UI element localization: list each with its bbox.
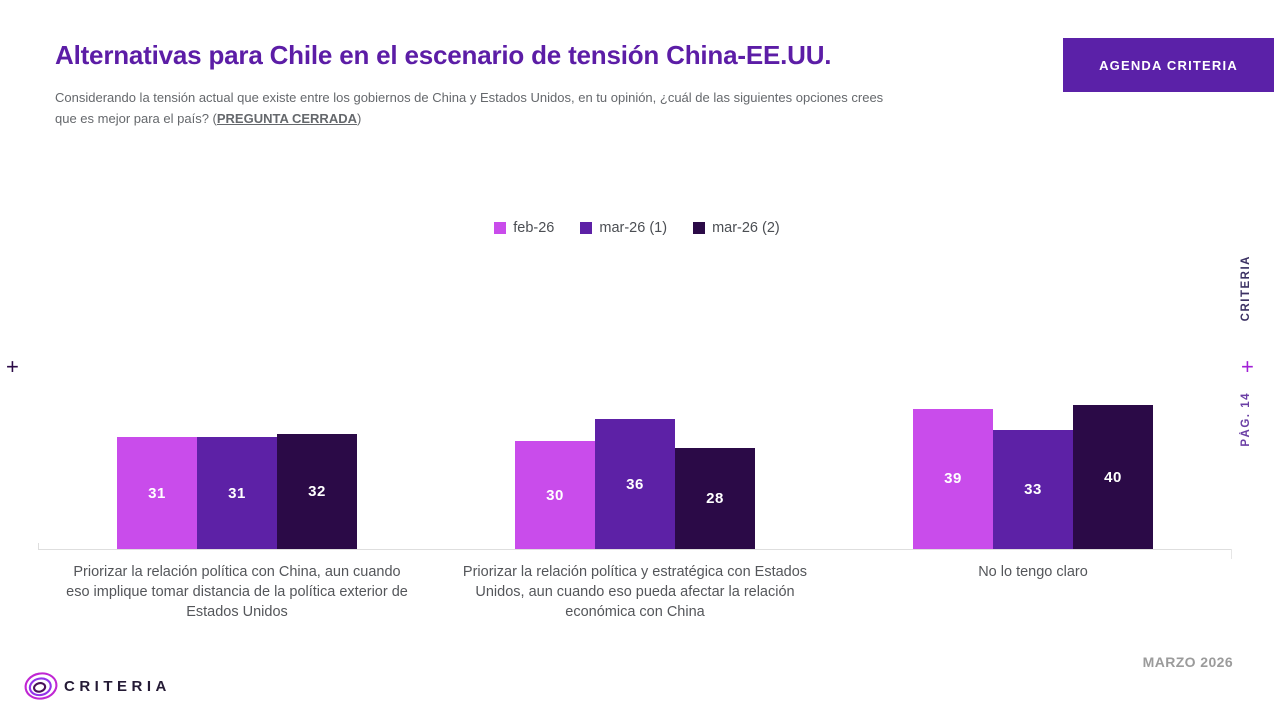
- footer-brand-label: CRITERIA: [64, 678, 171, 695]
- legend-swatch-icon: [693, 222, 706, 234]
- page-title: Alternativas para Chile en el escenario …: [55, 40, 832, 70]
- bar: 33: [993, 430, 1073, 549]
- legend-item: mar-26 (2): [693, 220, 780, 236]
- page-number-label: PÁG. 14: [1240, 392, 1252, 447]
- legend-label: mar-26 (2): [712, 220, 780, 236]
- bar-value-label: 30: [546, 486, 564, 504]
- chart-legend: feb-26 mar-26 (1) mar-26 (2): [0, 220, 1274, 236]
- legend-label: feb-26: [513, 220, 555, 236]
- legend-item: mar-26 (1): [580, 220, 667, 236]
- chart-baseline: [38, 549, 1232, 550]
- axis-tick-right: [1231, 549, 1232, 559]
- category-label: Priorizar la relación política y estraté…: [462, 564, 808, 620]
- bar-value-label: 36: [626, 475, 644, 493]
- category-label: Priorizar la relación política con China…: [66, 564, 408, 620]
- bar-value-label: 28: [706, 490, 724, 508]
- chart-groups: 31 31 32 30 36 28 39 33 40: [38, 388, 1232, 549]
- bar-group: 39 33 40: [834, 388, 1232, 549]
- subtitle-prefix: Considerando la tensión actual que exist…: [55, 90, 884, 126]
- bar-group: 30 36 28: [436, 388, 834, 549]
- bar: 40: [1073, 405, 1153, 549]
- plus-icon: +: [6, 354, 19, 379]
- bar: 32: [277, 433, 357, 549]
- category-label: No lo tengo claro: [978, 564, 1088, 580]
- subtitle-suffix: ): [357, 110, 362, 126]
- vertical-brand-label: CRITERIA: [1240, 255, 1252, 322]
- legend-item: feb-26: [494, 220, 554, 236]
- legend-swatch-icon: [580, 222, 593, 234]
- plus-icon: +: [1241, 354, 1254, 379]
- bar-value-label: 33: [1024, 481, 1042, 499]
- bar-value-label: 31: [148, 484, 166, 502]
- subtitle: Considerando la tensión actual que exist…: [55, 88, 900, 130]
- bar-group: 31 31 32: [38, 388, 436, 549]
- agenda-criteria-button[interactable]: AGENDA CRITERIA: [1063, 38, 1274, 92]
- bar: 39: [913, 408, 993, 549]
- report-date-label: MARZO 2026: [1142, 654, 1233, 670]
- subtitle-closed-question-label: PREGUNTA CERRADA: [216, 110, 357, 126]
- bar-value-label: 39: [944, 470, 962, 488]
- legend-label: mar-26 (1): [599, 220, 668, 236]
- legend-swatch-icon: [494, 222, 507, 234]
- bar-value-label: 32: [308, 482, 326, 500]
- bar: 36: [595, 419, 675, 549]
- bar: 31: [197, 437, 277, 549]
- category-labels: Priorizar la relación política con China…: [38, 562, 1232, 622]
- bar: 31: [117, 437, 197, 549]
- bar-value-label: 31: [228, 484, 246, 502]
- bar-value-label: 40: [1104, 468, 1122, 486]
- bar: 30: [515, 441, 595, 549]
- bar: 28: [675, 448, 755, 549]
- criteria-logo-icon: [22, 667, 60, 710]
- axis-tick-left: [38, 543, 39, 550]
